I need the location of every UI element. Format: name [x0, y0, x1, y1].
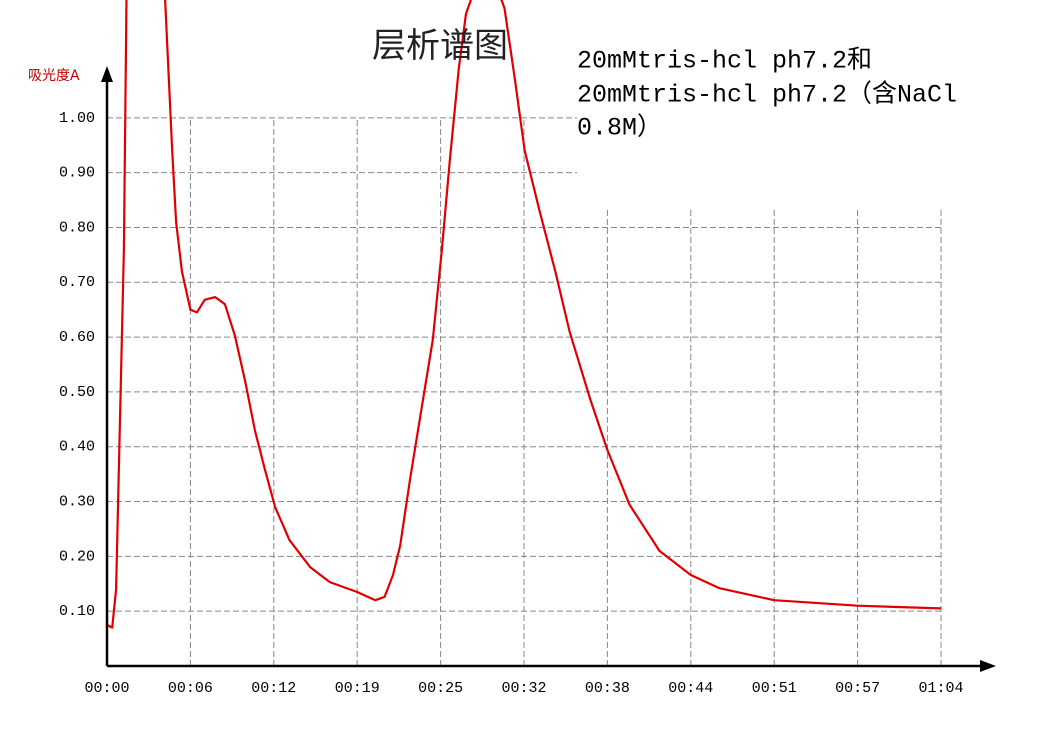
x-tick-label: 00:57 — [835, 680, 880, 697]
x-tick-label: 00:44 — [668, 680, 713, 697]
chart-title: 层析谱图 — [372, 26, 508, 66]
y-tick-label: 0.80 — [59, 219, 95, 236]
y-tick-label: 0.90 — [59, 165, 95, 182]
y-tick-label: 0.70 — [59, 274, 95, 291]
grid — [107, 117, 942, 666]
y-tick-label: 0.20 — [59, 548, 95, 565]
y-tick-label: 1.00 — [59, 110, 95, 127]
annotation: 0.8M） — [577, 113, 662, 143]
x-tick-label: 00:06 — [168, 680, 213, 697]
y-axis-arrow — [101, 66, 113, 82]
x-tick-label: 01:04 — [918, 680, 963, 697]
y-tick-label: 0.50 — [59, 384, 95, 401]
annotation: 20mMtris-hcl ph7.2（含NaCl — [577, 80, 957, 110]
legend-box — [577, 40, 1017, 208]
plot — [106, 0, 942, 629]
x-tick-label: 00:19 — [335, 680, 380, 697]
y-axis-label: 吸光度A — [28, 68, 80, 84]
annotation: 20mMtris-hcl ph7.2和 — [577, 46, 872, 76]
data-line — [106, 0, 942, 629]
x-axis-arrow — [980, 660, 996, 672]
x-tick-label: 00:38 — [585, 680, 630, 697]
y-tick-label: 0.40 — [59, 439, 95, 456]
x-tick-label: 00:00 — [84, 680, 129, 697]
y-tick-label: 0.30 — [59, 494, 95, 511]
y-tick-label: 0.60 — [59, 329, 95, 346]
y-tick-label: 0.10 — [59, 603, 95, 620]
x-tick-label: 00:32 — [501, 680, 546, 697]
x-tick-label: 00:25 — [418, 680, 463, 697]
x-tick-label: 00:12 — [251, 680, 296, 697]
x-tick-label: 00:51 — [752, 680, 797, 697]
